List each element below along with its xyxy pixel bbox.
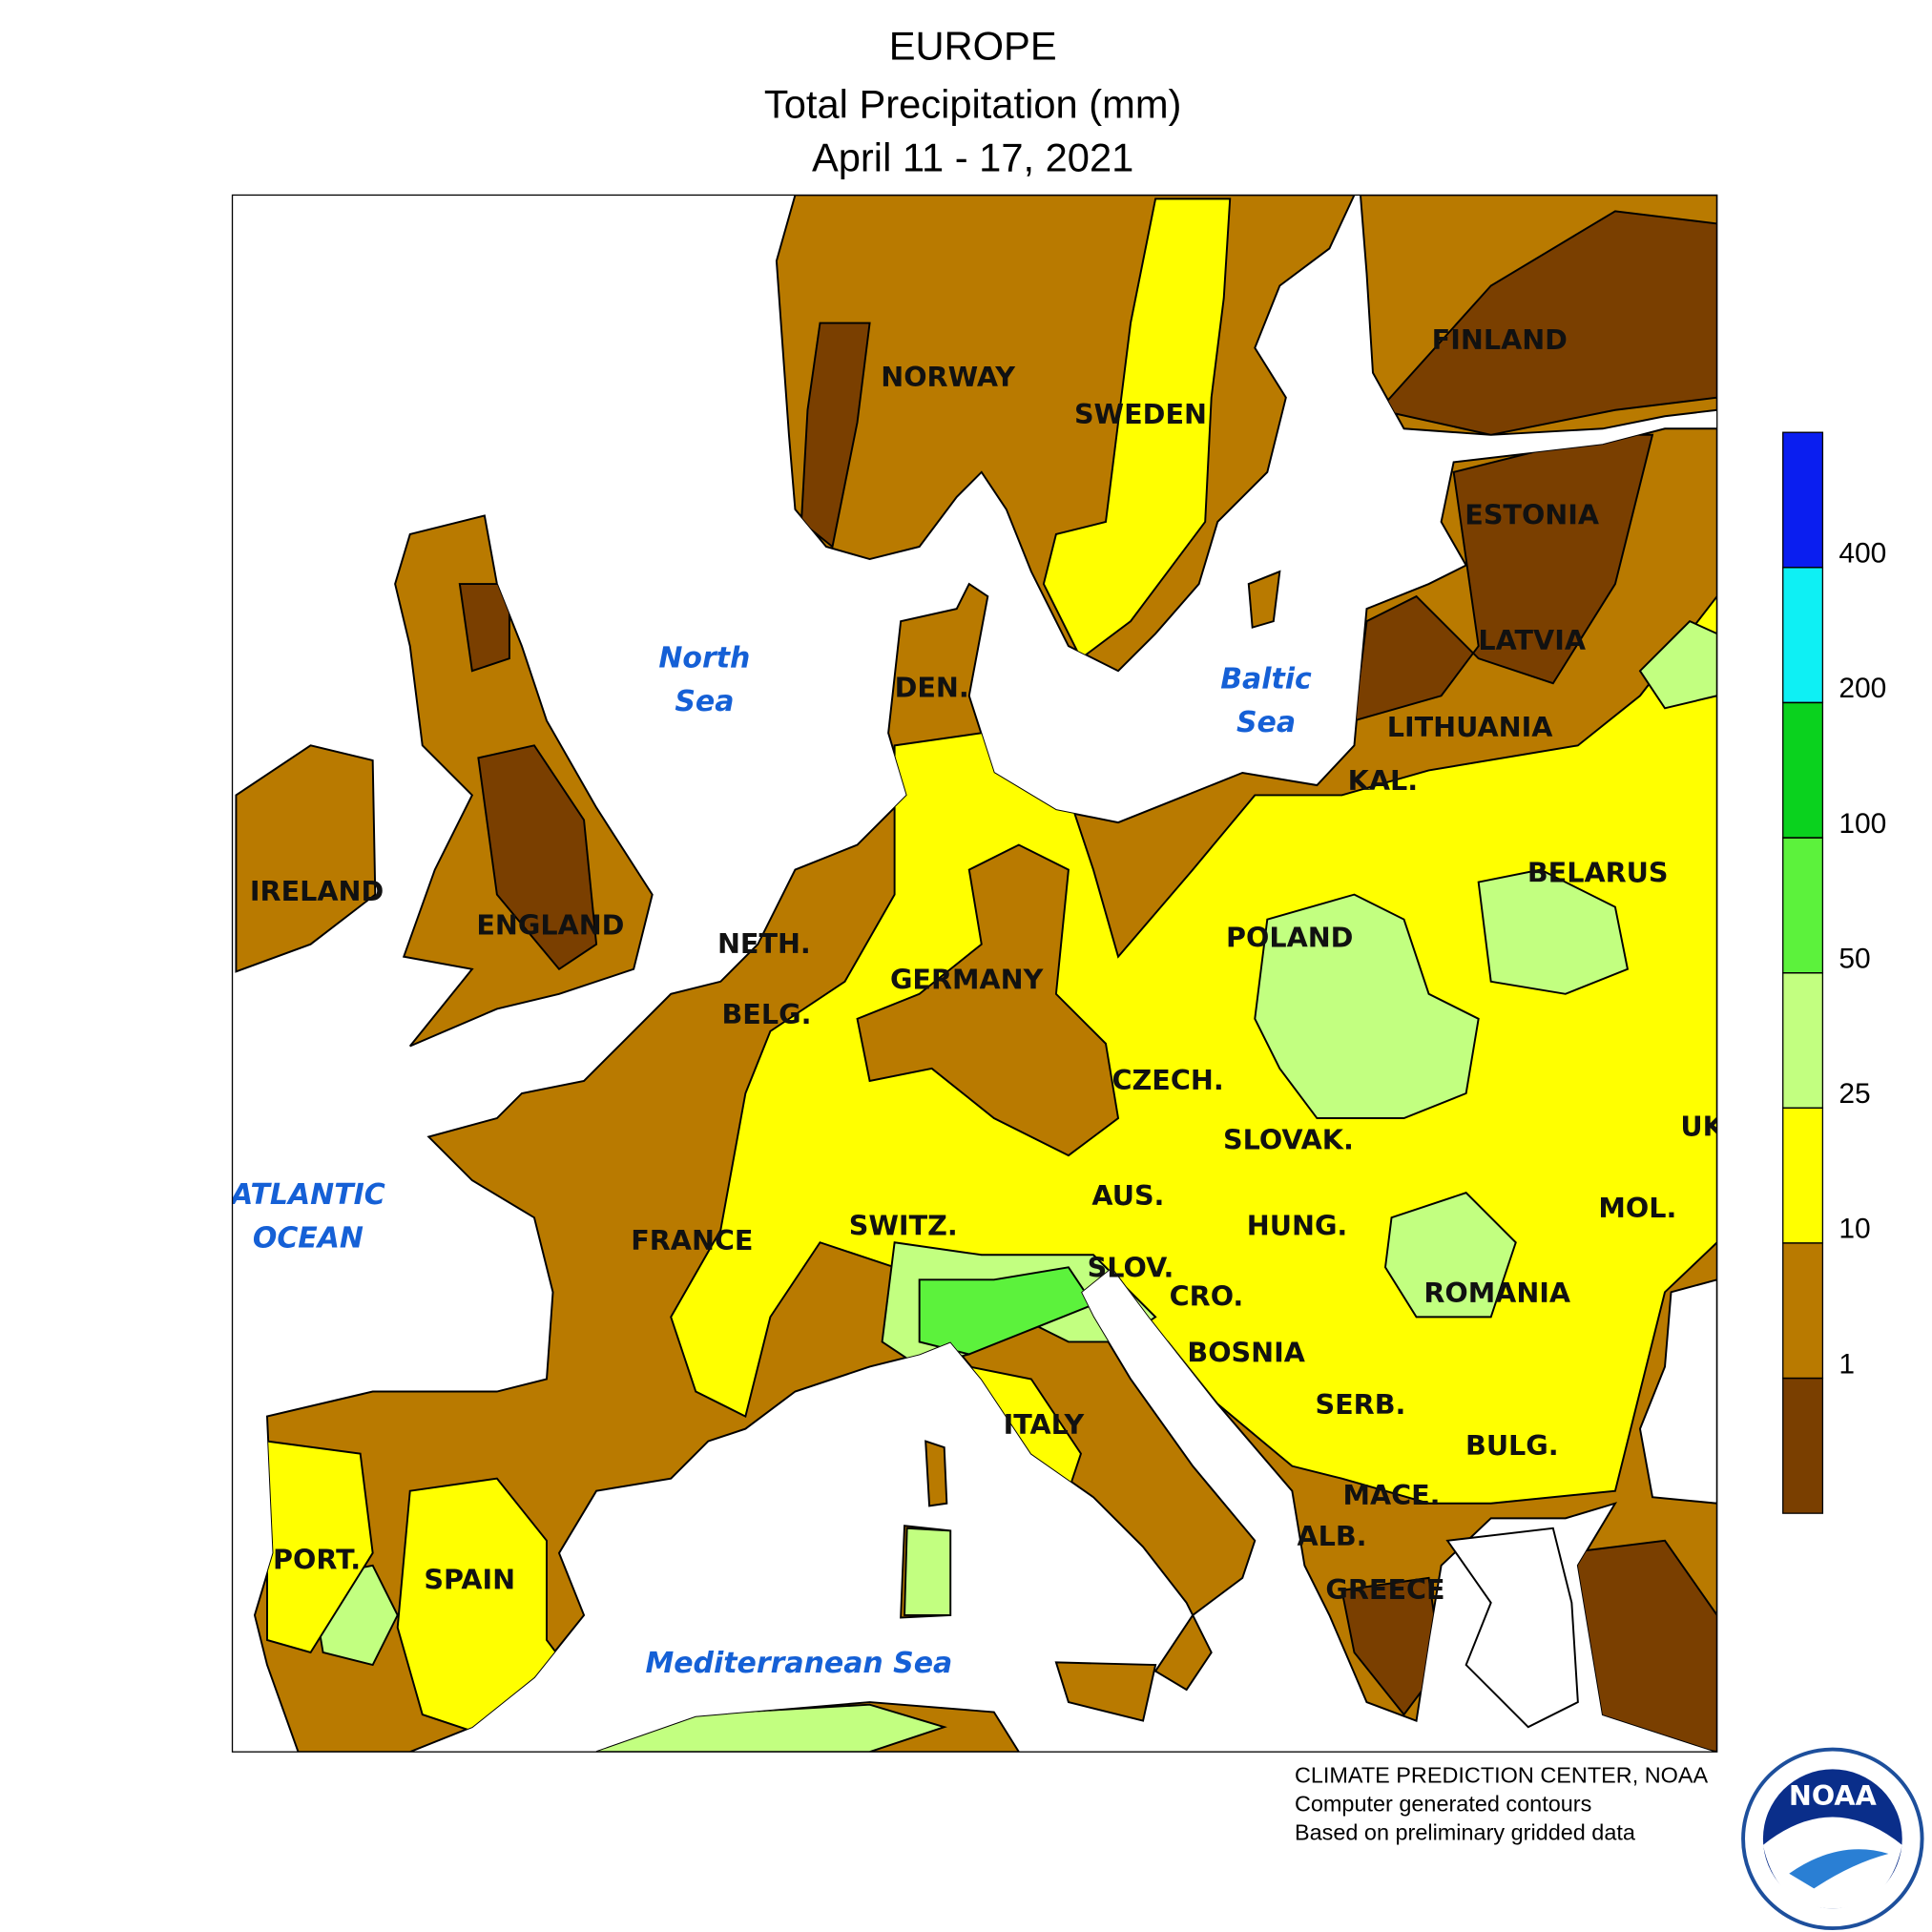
legend-swatch [1782, 1377, 1824, 1514]
legend-swatch [1782, 972, 1824, 1109]
map-frame [231, 194, 1718, 1753]
legend-swatch [1782, 701, 1824, 839]
country-label: GREECE [1325, 1573, 1444, 1606]
precip-zone [1638, 619, 1717, 710]
legend-tick-label: 25 [1839, 1078, 1870, 1110]
credit-line: CLIMATE PREDICTION CENTER, NOAA [1295, 1763, 1709, 1788]
country-label: DEN. [895, 672, 969, 704]
legend-tick-label: 100 [1839, 808, 1886, 840]
precip-zone [1042, 197, 1232, 660]
country-label: HUNG. [1247, 1209, 1348, 1241]
country-label: FINLAND [1432, 323, 1568, 356]
land [1054, 1661, 1157, 1722]
map: NORWAY SWEDEN FINLAND ESTONIA LATVIA LITHUANI… [229, 195, 1725, 1753]
country-label: BELARUS [1527, 857, 1669, 889]
land [924, 1440, 948, 1507]
country-label: CRO. [1170, 1280, 1244, 1313]
country-label: BULG. [1465, 1429, 1559, 1462]
precip-zone [856, 843, 1120, 1157]
legend-swatch [1782, 1242, 1824, 1380]
precip-zone [595, 1703, 947, 1753]
legend-swatch [1782, 837, 1824, 974]
legend-tick-label: 50 [1839, 943, 1870, 974]
country-label: POLAND [1226, 921, 1353, 953]
legend-swatch [1782, 1107, 1824, 1244]
credits: CLIMATE PREDICTION CENTER, NOAA Computer … [1295, 1763, 1709, 1845]
precip-zone [1377, 210, 1717, 436]
legend-tick-label: 1 [1839, 1348, 1855, 1380]
precip-zone [918, 1266, 1095, 1356]
country-label: SWEDEN [1074, 398, 1207, 430]
country-label: ENGLAND [476, 908, 624, 941]
precip-zone [266, 1440, 374, 1654]
sea-label: North [658, 641, 750, 675]
noaa-logo: NOAA [1741, 1747, 1924, 1931]
sea-label: Baltic [1220, 662, 1312, 696]
country-label: UK [1680, 1110, 1725, 1142]
country-label: SLOVAK. [1223, 1124, 1354, 1156]
sea-label: OCEAN [253, 1221, 364, 1255]
country-label: NETH. [717, 927, 811, 960]
sea-label: Sea [675, 685, 734, 718]
precip-zone [800, 322, 871, 549]
country-label: FRANCE [631, 1224, 753, 1257]
country-label: ROMANIA [1423, 1277, 1571, 1309]
country-label: ITALY [1004, 1408, 1085, 1441]
precip-zone [1383, 1192, 1517, 1319]
precip-zone [1353, 433, 1654, 722]
precip-zone [1477, 868, 1630, 995]
country-label: PORT. [273, 1544, 361, 1576]
land [1247, 570, 1281, 629]
logo-text: NOAA [1789, 1779, 1878, 1812]
country-label: MOL. [1598, 1192, 1676, 1224]
country-label: SERB. [1316, 1388, 1406, 1421]
precip-zone [477, 744, 598, 971]
legend-swatch [1782, 431, 1824, 569]
country-label: IRELAND [250, 875, 384, 907]
country-label: LATVIA [1478, 624, 1587, 656]
credit-line: Computer generated contours [1295, 1792, 1591, 1817]
country-label: KAL. [1348, 764, 1418, 797]
aegean-sea [1445, 1527, 1579, 1729]
credit-line: Based on preliminary gridded data [1295, 1820, 1636, 1845]
country-label: CZECH. [1112, 1064, 1224, 1096]
legend: 1 10 25 50 100 200 400 [1782, 431, 1886, 1514]
land [235, 744, 377, 973]
legend-tick-label: 10 [1839, 1214, 1870, 1245]
country-label: LITHUANIA [1387, 711, 1553, 743]
sea-label: Mediterranean Sea [645, 1647, 952, 1680]
country-label: BOSNIA [1187, 1336, 1305, 1368]
country-label: BELG. [721, 998, 811, 1030]
country-label: AUS. [1091, 1179, 1164, 1212]
precip-zone [1254, 893, 1480, 1120]
legend-swatch [1782, 567, 1824, 704]
country-label: NORWAY [881, 361, 1015, 393]
legend-tick-label: 200 [1839, 673, 1886, 704]
title: EUROPE [889, 24, 1057, 69]
country-label: ESTONIA [1465, 499, 1600, 531]
black-sea [1638, 1278, 1717, 1505]
precip-zone [904, 1527, 952, 1616]
country-label: SPAIN [424, 1564, 515, 1596]
country-label: GERMANY [890, 964, 1044, 996]
precip-zone [458, 583, 510, 673]
legend-tick-label: 400 [1839, 538, 1886, 570]
country-label: SLOV. [1088, 1252, 1174, 1284]
precip-zones [266, 197, 1717, 1753]
subtitle: Total Precipitation (mm) [764, 82, 1182, 127]
sea-label: ATLANTIC [229, 1178, 385, 1212]
country-label: MACE. [1342, 1479, 1440, 1511]
country-label: SWITZ. [849, 1209, 958, 1241]
country-label: ALB. [1297, 1520, 1366, 1552]
sea-label: Sea [1236, 706, 1296, 739]
date-range: April 11 - 17, 2021 [812, 135, 1133, 180]
